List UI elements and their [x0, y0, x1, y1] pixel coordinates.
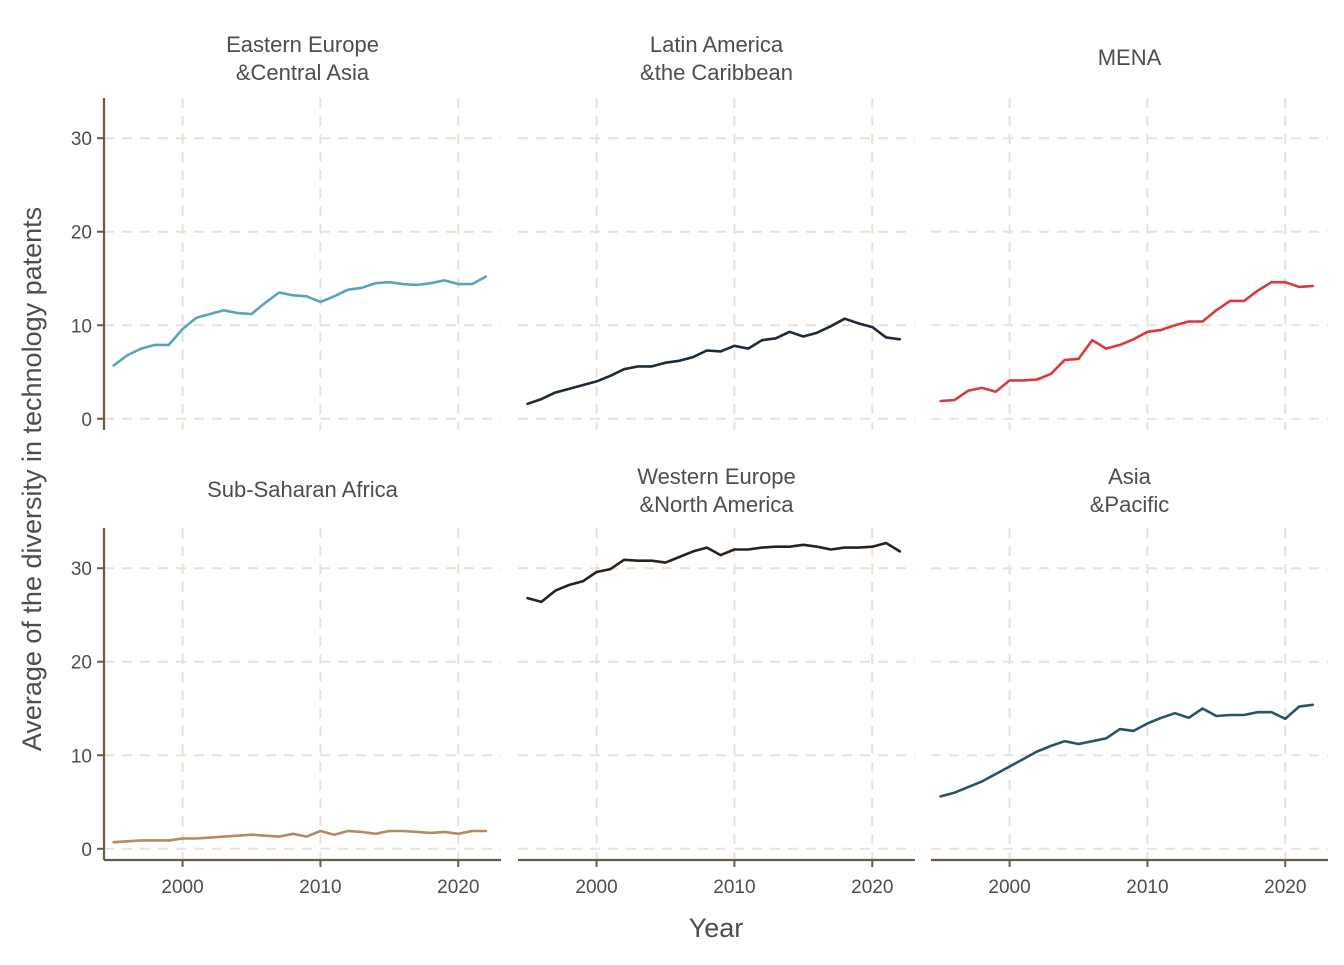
x-tick-label: 2020 [851, 877, 893, 898]
x-tick-label: 2010 [1126, 877, 1168, 898]
y-tick-label: 30 [71, 129, 92, 150]
x-tick-label: 2000 [575, 877, 617, 898]
x-tick-label: 2000 [161, 877, 203, 898]
panels-layer: Eastern Europe &Central Asia 0 10 20 30 Latin … [71, 32, 1328, 898]
panel-2: Latin America &the Caribbean [518, 32, 915, 430]
panel-3: MENA [931, 45, 1328, 430]
series-line [526, 317, 902, 406]
panel-5: Western Europe &North America 2000 2010 2020 [518, 464, 915, 898]
y-tick-label: 0 [81, 840, 92, 861]
series-line [112, 829, 488, 844]
facet-title-line: Asia [1108, 464, 1152, 489]
facet-title-line: Latin America [650, 32, 784, 57]
facet-title-line: Western Europe [637, 464, 796, 489]
y-tick-label: 30 [71, 559, 92, 580]
facet-title-line: MENA [1098, 45, 1162, 70]
y-tick-label: 10 [71, 746, 92, 767]
facet-title-line: &Pacific [1090, 492, 1169, 517]
x-tick-label: 2000 [988, 877, 1030, 898]
x-axis-title: Year [689, 913, 744, 943]
x-tick-label: 2020 [1264, 877, 1306, 898]
facet-title: Sub-Saharan Africa [207, 477, 399, 502]
y-tick-label: 20 [71, 223, 92, 244]
facet-title-line: Eastern Europe [226, 32, 379, 57]
facet-title-line: &Central Asia [236, 60, 370, 85]
series-line [939, 703, 1315, 798]
series-line [112, 275, 488, 367]
y-tick-label: 10 [71, 316, 92, 337]
x-tick-label: 2010 [299, 877, 341, 898]
panel-6: Asia &Pacific 2000 2010 2020 [931, 464, 1328, 898]
series-line [526, 541, 902, 604]
facet-title: Eastern Europe &Central Asia [226, 32, 379, 85]
panel-1: Eastern Europe &Central Asia 0 10 20 30 [71, 32, 501, 431]
facet-title: Latin America &the Caribbean [640, 32, 793, 85]
facet-title: Asia &Pacific [1090, 464, 1169, 517]
y-tick-label: 0 [81, 410, 92, 431]
facet-title-line: &North America [639, 492, 794, 517]
facet-title: MENA [1098, 45, 1162, 70]
y-axis-title: Average of the diversity in technology p… [17, 207, 47, 751]
y-tick-label: 20 [71, 653, 92, 674]
facet-title-line: &the Caribbean [640, 60, 793, 85]
facet-title-line: Sub-Saharan Africa [207, 477, 399, 502]
x-tick-label: 2010 [713, 877, 755, 898]
facet-title: Western Europe &North America [637, 464, 796, 517]
panel-4: Sub-Saharan Africa 0 10 20 30 2000 2010 2020 [71, 477, 501, 898]
x-tick-label: 2020 [437, 877, 479, 898]
series-line [939, 280, 1315, 403]
